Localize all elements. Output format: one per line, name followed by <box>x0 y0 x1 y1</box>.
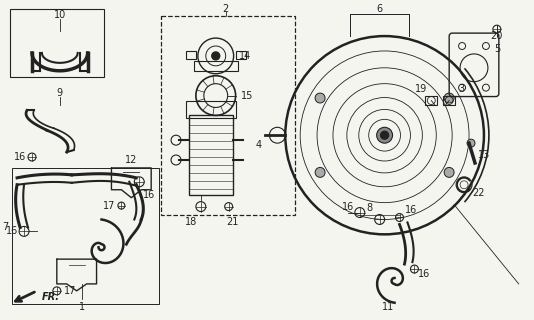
Text: 11: 11 <box>381 302 394 312</box>
Text: 9: 9 <box>57 88 63 98</box>
Circle shape <box>212 52 219 60</box>
Text: 16: 16 <box>143 190 155 200</box>
Text: 1: 1 <box>78 302 85 312</box>
Text: 16: 16 <box>14 152 26 162</box>
Text: 3: 3 <box>458 84 464 94</box>
Text: 4: 4 <box>255 140 262 150</box>
Text: 16: 16 <box>342 202 354 212</box>
Bar <box>12 168 159 304</box>
Bar <box>186 51 196 59</box>
Text: 7: 7 <box>2 222 9 232</box>
Text: 16: 16 <box>418 269 430 279</box>
Text: 15: 15 <box>241 91 254 100</box>
Circle shape <box>315 93 325 103</box>
Circle shape <box>381 131 389 139</box>
Bar <box>426 96 437 106</box>
Text: 6: 6 <box>376 4 383 14</box>
Bar <box>194 61 238 71</box>
Circle shape <box>376 127 392 143</box>
Circle shape <box>444 167 454 177</box>
Text: 5: 5 <box>494 44 500 54</box>
Text: 12: 12 <box>125 155 138 165</box>
Bar <box>186 100 235 118</box>
Text: 13: 13 <box>478 150 490 160</box>
Text: 16: 16 <box>405 204 418 215</box>
Text: FR.: FR. <box>42 292 60 302</box>
Circle shape <box>467 139 475 147</box>
Text: 14: 14 <box>239 51 252 61</box>
Bar <box>161 16 295 214</box>
Bar <box>10 9 105 77</box>
Text: 22: 22 <box>473 188 485 198</box>
Text: 2: 2 <box>223 4 229 14</box>
Text: 8: 8 <box>367 203 373 212</box>
Text: 17: 17 <box>64 286 76 296</box>
Text: 20: 20 <box>491 31 503 41</box>
Text: 18: 18 <box>185 218 197 228</box>
Text: 19: 19 <box>415 84 428 94</box>
Text: 17: 17 <box>103 201 116 211</box>
Bar <box>235 51 246 59</box>
Text: 10: 10 <box>54 10 66 20</box>
Text: 16: 16 <box>6 226 18 236</box>
Text: 21: 21 <box>226 218 239 228</box>
Bar <box>443 96 455 106</box>
Circle shape <box>444 93 454 103</box>
Circle shape <box>315 167 325 177</box>
Bar <box>189 116 233 195</box>
